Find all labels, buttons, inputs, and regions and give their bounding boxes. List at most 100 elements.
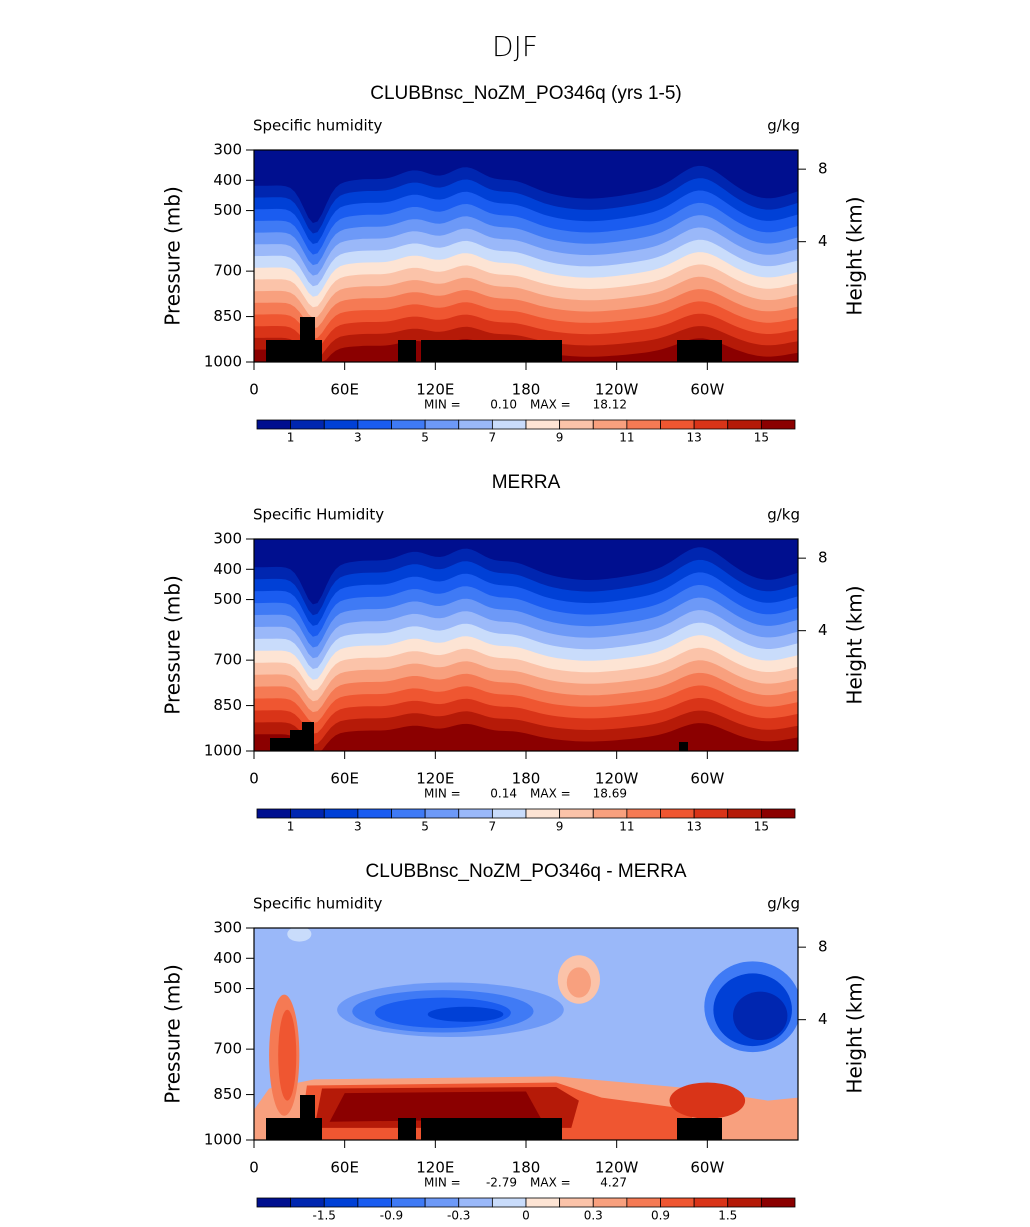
topography [421,1118,562,1140]
y-tick-label: 400 [213,560,242,578]
y-axis-label: Pressure (mb) [161,964,185,1104]
y-tick-label: 500 [213,201,242,219]
colorbar-box [391,1197,426,1208]
colorbar-box [357,1197,392,1208]
x-tick-label: 180 [512,770,541,788]
colorbar-box [693,808,729,819]
colorbar-box [660,419,695,430]
min-value: -2.79 [486,1176,517,1190]
topography [300,317,315,362]
colorbar-label: -1.5 [313,1209,336,1223]
colorbar-box [660,808,695,819]
min-text: MIN = [424,398,461,412]
colorbar-label: 1 [287,820,295,834]
colorbar-box [458,1197,493,1208]
x-tick-label: 60W [690,381,724,399]
topography [421,340,562,362]
y2-axis-label: Height (km) [843,974,867,1093]
colorbar-label: 11 [619,820,634,834]
y-tick-label: 300 [213,530,242,548]
y-tick-label: 1000 [204,742,242,760]
y2-tick-label: 8 [818,549,828,567]
topography [677,340,722,362]
colorbar-box [727,808,762,819]
contour-band [669,1082,746,1119]
y-tick-label: 850 [213,696,242,714]
max-value: 18.69 [593,787,627,801]
colorbar-box [323,1197,359,1208]
contour-field [254,150,798,362]
colorbar-label: 5 [421,431,429,445]
y2-tick-label: 8 [818,160,828,178]
contour-band [278,1009,297,1101]
left-label: Specific humidity [253,895,383,913]
y2-tick-label: 4 [818,1010,828,1028]
colorbar-box [525,808,561,819]
colorbar-box [290,808,325,819]
x-tick-label: 120E [416,770,454,788]
x-tick-label: 120W [595,1159,639,1177]
left-label: Specific humidity [253,117,383,135]
panel-title: MERRA [492,472,561,493]
colorbar-box [626,808,661,819]
colorbar-box [559,1197,594,1208]
panel-title: CLUBBnsc_NoZM_PO346q (yrs 1-5) [370,83,682,104]
colorbar-box [626,1197,661,1208]
colorbar-box [256,808,292,819]
colorbar-box [693,419,729,430]
left-label: Specific Humidity [253,506,384,524]
y-tick-label: 400 [213,171,242,189]
colorbar-box [391,808,426,819]
y-tick-label: 300 [213,141,242,159]
colorbar-label: 11 [619,431,634,445]
colorbar-box [559,808,594,819]
x-tick-label: 120W [595,381,639,399]
colorbar-box [727,419,762,430]
max-text: MAX = [530,1176,571,1190]
min-value: 0.10 [490,398,517,412]
colorbar-box [323,808,359,819]
colorbar-box [760,419,796,430]
colorbar-box [256,1197,292,1208]
x-tick-label: 120E [416,1159,454,1177]
colorbar-box [424,1197,460,1208]
colorbar-box [290,419,325,430]
colorbar-box [458,808,493,819]
colorbar-label: 7 [489,820,497,834]
contour-field [254,928,798,1140]
figure-title: DJF [492,30,538,63]
colorbar-label: 13 [686,820,701,834]
colorbar-box [592,419,628,430]
colorbar-label: 13 [686,431,701,445]
contour-field [254,539,798,751]
colorbar-box [525,1197,561,1208]
topography [677,1118,722,1140]
colorbar-label: 9 [556,820,564,834]
x-tick-label: 180 [512,1159,541,1177]
colorbar-box [491,1197,527,1208]
y2-axis-label: Height (km) [843,585,867,704]
colorbar-label: 5 [421,820,429,834]
colorbar-box [290,1197,325,1208]
x-tick-label: 60W [690,1159,724,1177]
contour-band [733,991,788,1041]
colorbar-label: -0.3 [447,1209,470,1223]
contour-band [329,1091,542,1122]
x-tick-label: 120E [416,381,454,399]
x-tick-label: 0 [249,381,259,399]
colorbar-box [491,808,527,819]
x-tick-label: 60E [330,770,359,788]
colorbar-label: 3 [354,431,362,445]
y-axis-label: Pressure (mb) [161,575,185,715]
colorbar-box [491,419,527,430]
x-tick-label: 180 [512,381,541,399]
y2-tick-label: 8 [818,938,828,956]
colorbar-box [424,419,460,430]
colorbar-label: 0 [522,1209,530,1223]
y-tick-label: 700 [213,262,242,280]
y-tick-label: 1000 [204,353,242,371]
contour-band [427,1006,504,1022]
contour-band [566,967,591,998]
y2-tick-label: 4 [818,621,828,639]
